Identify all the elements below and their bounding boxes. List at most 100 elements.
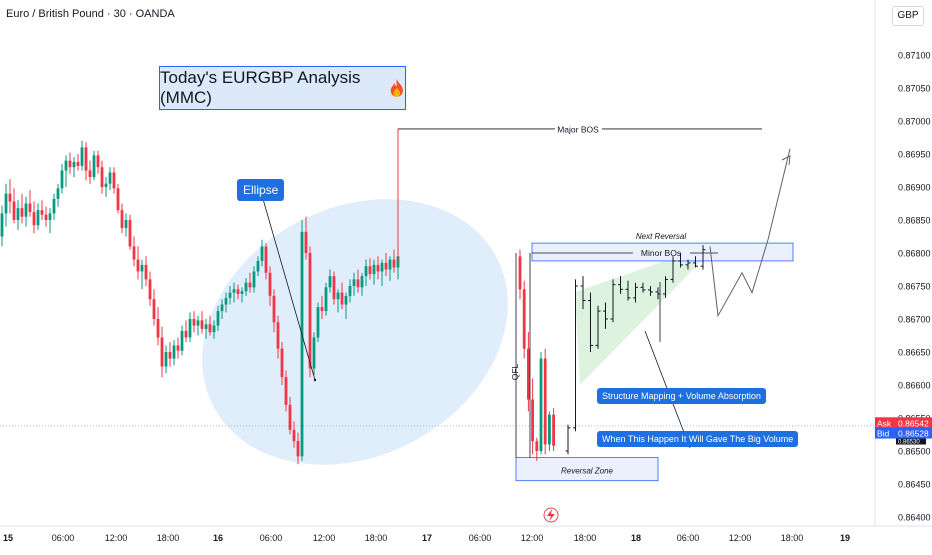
candle bbox=[20, 193, 24, 224]
candle bbox=[288, 396, 292, 435]
candle bbox=[256, 256, 260, 277]
candle bbox=[240, 287, 244, 303]
candle bbox=[68, 152, 72, 174]
candle-body bbox=[348, 286, 352, 296]
candle bbox=[535, 437, 539, 461]
candle bbox=[16, 200, 20, 230]
candle-body bbox=[68, 160, 72, 168]
x-tick-label: 18:00 bbox=[365, 533, 388, 543]
candle bbox=[224, 292, 228, 313]
y-tick-label: 0.86650 bbox=[898, 348, 931, 358]
currency-button[interactable]: GBP bbox=[892, 6, 924, 26]
candle-body bbox=[200, 320, 204, 329]
candle-body bbox=[304, 231, 308, 253]
candle bbox=[678, 253, 683, 268]
candle bbox=[268, 266, 272, 306]
candle bbox=[276, 315, 280, 359]
analysis-title-box[interactable]: Today's EURGBP Analysis (MMC) bbox=[159, 66, 406, 110]
candle-body bbox=[284, 377, 288, 405]
candle-body bbox=[28, 203, 32, 213]
candle-body bbox=[356, 279, 360, 288]
candle bbox=[228, 286, 232, 305]
candle-body bbox=[32, 212, 36, 226]
ellipse-tag[interactable]: Ellipse bbox=[237, 179, 285, 201]
candle bbox=[372, 259, 376, 285]
candle-body bbox=[48, 213, 52, 220]
candle-body bbox=[260, 246, 264, 261]
candle-body bbox=[328, 276, 332, 288]
candle-body bbox=[288, 404, 292, 430]
candle-body bbox=[76, 161, 80, 166]
candle-body bbox=[96, 155, 100, 168]
candle bbox=[168, 342, 172, 367]
candle bbox=[292, 421, 296, 448]
candle bbox=[388, 256, 392, 281]
candle bbox=[384, 253, 388, 277]
candle bbox=[344, 292, 348, 319]
candle-body bbox=[136, 259, 140, 272]
candle bbox=[172, 340, 176, 366]
candle-body bbox=[168, 352, 172, 359]
candle-body bbox=[252, 271, 256, 288]
candle-body bbox=[392, 259, 396, 268]
candle-body bbox=[100, 167, 104, 187]
candle bbox=[112, 167, 116, 194]
candle bbox=[670, 256, 676, 283]
candle-body bbox=[312, 337, 316, 369]
structure-mapping-tag[interactable]: Structure Mapping + Volume Absorption bbox=[597, 388, 766, 404]
candle-body bbox=[148, 279, 152, 300]
ellipse-pointer-dot bbox=[313, 378, 317, 382]
x-tick-label: 12:00 bbox=[105, 533, 128, 543]
candle bbox=[152, 289, 156, 326]
candle-body bbox=[388, 259, 392, 270]
candle bbox=[272, 289, 276, 333]
candle-body bbox=[340, 292, 344, 305]
big-volume-tag[interactable]: When This Happen It Will Gave The Big Vo… bbox=[597, 431, 799, 447]
candle-body bbox=[535, 441, 539, 451]
candle-body bbox=[548, 414, 551, 445]
current-price-tag bbox=[896, 438, 926, 445]
x-tick-label: 18:00 bbox=[574, 533, 597, 543]
candle-body bbox=[552, 414, 555, 446]
candle-body bbox=[332, 276, 336, 300]
candle bbox=[552, 408, 555, 451]
ask-tag bbox=[875, 417, 932, 429]
candle-body bbox=[264, 246, 268, 273]
candle bbox=[548, 411, 551, 451]
candle-body bbox=[272, 295, 276, 323]
bid-label: Bid bbox=[877, 429, 890, 439]
candle-body bbox=[543, 358, 547, 445]
candle-body bbox=[44, 214, 48, 220]
candle bbox=[603, 302, 608, 329]
candle bbox=[264, 243, 268, 280]
ask-label: Ask bbox=[877, 418, 892, 428]
candle bbox=[640, 282, 646, 293]
candle-body bbox=[352, 279, 356, 286]
candle-body bbox=[128, 220, 132, 247]
candle bbox=[144, 256, 148, 286]
candle bbox=[36, 203, 40, 230]
candle bbox=[539, 352, 543, 455]
candle bbox=[320, 295, 324, 319]
candle-body bbox=[172, 345, 176, 359]
candle bbox=[156, 307, 160, 346]
x-tick-label: 06:00 bbox=[469, 533, 492, 543]
y-tick-label: 0.86900 bbox=[898, 183, 931, 193]
candle-body bbox=[180, 330, 184, 351]
candle bbox=[84, 142, 88, 181]
candle-body bbox=[300, 231, 304, 457]
candle bbox=[0, 205, 4, 247]
ask-value: 0.86542 bbox=[898, 418, 929, 428]
candle bbox=[176, 337, 180, 359]
candle-body bbox=[24, 203, 28, 217]
candle bbox=[531, 378, 534, 455]
candle-body bbox=[324, 287, 328, 312]
candle bbox=[204, 319, 208, 339]
candle bbox=[573, 279, 578, 432]
candle-body bbox=[248, 282, 252, 288]
candle bbox=[212, 320, 216, 339]
x-tick-label: 15 bbox=[3, 533, 13, 543]
candle bbox=[128, 214, 132, 250]
